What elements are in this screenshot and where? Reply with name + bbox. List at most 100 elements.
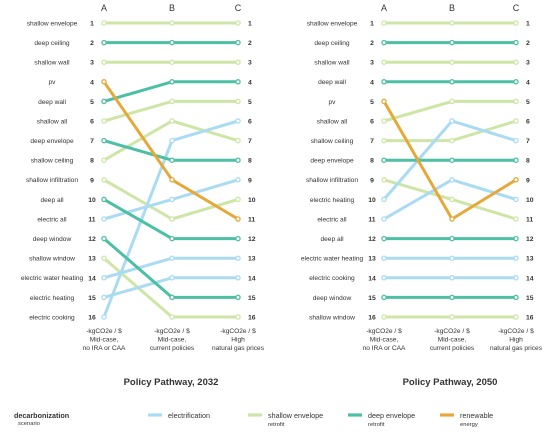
series-point	[101, 157, 107, 163]
rank-number: 7	[370, 138, 374, 145]
rank-number: 12	[368, 236, 376, 243]
series-point	[381, 314, 387, 320]
rank-number: 2	[370, 40, 374, 47]
series-point	[169, 177, 175, 183]
column-header: B	[449, 3, 455, 13]
series-point	[101, 314, 107, 320]
column-axis-label: -kgCO2e / $	[366, 328, 402, 335]
row-label: shallow ceiling	[311, 138, 354, 145]
rank-number-right: 6	[248, 119, 252, 126]
row-label: deep envelope	[30, 138, 74, 145]
column-axis-label: -kgCO2e / $	[154, 328, 190, 335]
rank-number: 5	[90, 99, 94, 106]
series-point	[381, 275, 387, 281]
legend-sublabel: retrofit	[368, 422, 385, 428]
row-label: shallow all	[317, 118, 348, 125]
series-point	[169, 137, 175, 144]
rank-number-right: 1	[248, 21, 252, 28]
column-axis-label: Mid-case,	[158, 336, 187, 343]
series-line	[103, 276, 238, 299]
rank-number-right: 16	[248, 315, 256, 322]
series-point	[449, 314, 455, 320]
series-point	[513, 314, 519, 320]
row-label: electric all	[37, 216, 67, 223]
row-label: deep all	[320, 236, 344, 243]
series-point	[513, 20, 519, 26]
series-point	[101, 196, 107, 203]
series-point	[449, 137, 455, 144]
row-label: deep wall	[38, 99, 66, 106]
series-point	[381, 177, 387, 183]
rank-number-right: 9	[248, 177, 252, 184]
column-axis-label: Mid-case,	[90, 336, 119, 343]
rank-number-right: 14	[248, 275, 256, 282]
legend-label: renewable	[460, 411, 493, 420]
series-point	[169, 59, 175, 65]
row-label: shallow infiltration	[26, 177, 78, 184]
series-point	[169, 196, 175, 203]
column-axis-label: -kgCO2e / $	[498, 328, 534, 335]
series-point	[449, 177, 455, 183]
legend-title: decarbonization	[14, 411, 69, 420]
rank-number: 6	[370, 119, 374, 126]
series-point	[449, 255, 455, 261]
series-point	[513, 98, 519, 105]
rank-number-right: 4	[248, 79, 252, 86]
row-label: deep all	[40, 197, 64, 204]
series-point	[169, 294, 175, 301]
series-point	[169, 98, 175, 105]
series-line	[383, 99, 516, 123]
rank-number-right: 7	[526, 138, 530, 145]
rank-number-right: 13	[248, 256, 256, 263]
rank-number-right: 13	[526, 256, 534, 263]
rank-number-right: 12	[248, 236, 256, 243]
rank-number: 15	[88, 295, 96, 302]
rank-number-right: 8	[248, 158, 252, 165]
series-point	[449, 294, 455, 301]
column-axis-label: -kgCO2e / $	[220, 328, 256, 335]
rank-number: 9	[370, 177, 374, 184]
series-point	[101, 294, 107, 301]
rank-number-right: 16	[526, 315, 534, 322]
row-label: shallow ceiling	[31, 158, 74, 165]
series-point	[381, 196, 387, 203]
series-point	[169, 79, 175, 85]
rank-number-right: 3	[526, 60, 530, 67]
rank-number-right: 10	[248, 197, 256, 204]
column-header: A	[101, 3, 107, 13]
series-point	[101, 79, 107, 85]
series-point	[449, 235, 455, 242]
rank-number: 10	[88, 197, 96, 204]
series-point	[513, 39, 519, 46]
rank-number: 15	[368, 295, 376, 302]
rank-number-right: 6	[526, 119, 530, 126]
series-point	[235, 118, 241, 124]
rank-number: 14	[88, 275, 96, 282]
rank-number-right: 4	[526, 79, 530, 86]
row-label: electric all	[317, 216, 347, 223]
row-label: electric heating	[30, 295, 75, 302]
series-point	[169, 275, 175, 281]
rank-number: 1	[370, 21, 374, 28]
rank-number-right: 14	[526, 275, 534, 282]
row-label: deep ceiling	[314, 40, 350, 47]
rank-number-right: 11	[526, 217, 533, 224]
column-axis-label: current policies	[430, 345, 475, 352]
series-point	[235, 235, 241, 242]
rank-number: 5	[370, 99, 374, 106]
rank-number: 8	[90, 158, 94, 165]
series-point	[513, 157, 519, 163]
rank-number: 4	[90, 79, 94, 86]
series-point	[235, 98, 241, 105]
legend-label: deep envelope	[368, 411, 415, 420]
rank-number: 12	[88, 236, 96, 243]
rank-number: 11	[88, 217, 95, 224]
column-axis-label: -kgCO2e / $	[86, 328, 122, 335]
rank-number: 10	[368, 197, 376, 204]
series-point	[101, 20, 107, 26]
row-label: pv	[329, 99, 337, 106]
row-label: electric heating	[310, 197, 355, 204]
series-point	[381, 157, 387, 163]
rank-number-right: 2	[526, 40, 530, 47]
